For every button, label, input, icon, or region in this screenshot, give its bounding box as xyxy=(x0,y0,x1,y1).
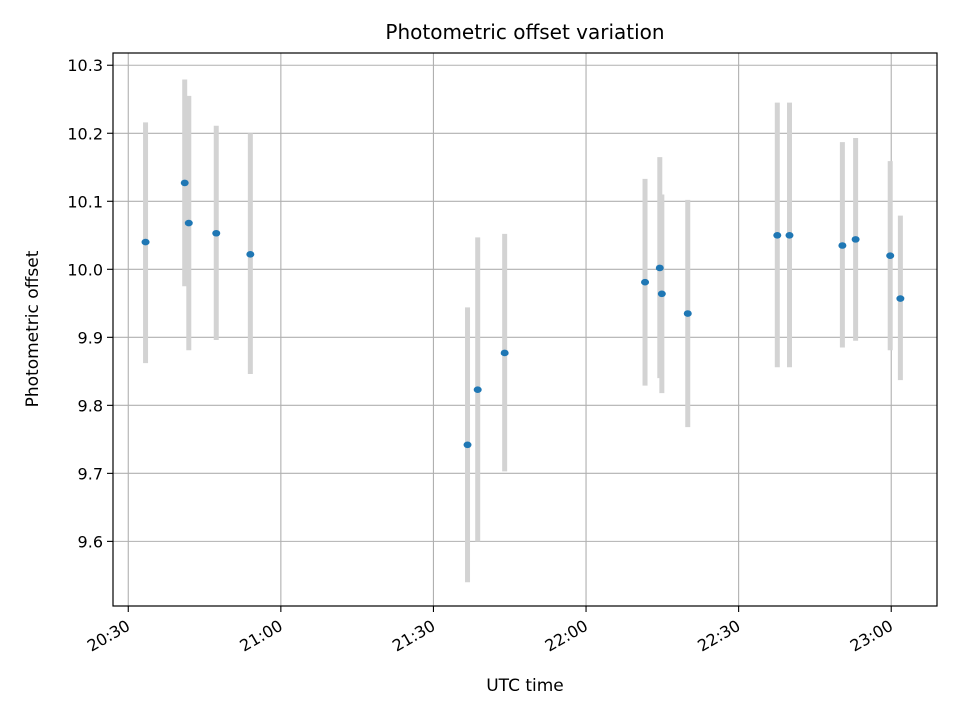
data-point xyxy=(657,290,666,298)
y-tick-label: 9.9 xyxy=(78,328,103,347)
data-point xyxy=(851,236,860,243)
data-point xyxy=(896,295,905,302)
data-point xyxy=(212,229,221,237)
data-point xyxy=(246,251,255,258)
data-point xyxy=(886,252,895,259)
y-tick-label: 9.7 xyxy=(78,464,103,483)
data-point xyxy=(141,238,150,246)
y-tick-label: 10.1 xyxy=(67,192,103,211)
data-points xyxy=(141,179,905,449)
y-tick-label: 10.2 xyxy=(67,124,103,143)
data-point xyxy=(655,264,664,272)
grid xyxy=(113,53,937,606)
data-point xyxy=(180,179,189,187)
y-axis-label: Photometric offset xyxy=(23,250,43,407)
data-point xyxy=(473,386,482,393)
data-point xyxy=(184,219,193,227)
data-point xyxy=(641,278,650,286)
plot-frame xyxy=(112,52,938,607)
data-point xyxy=(683,310,692,317)
data-point xyxy=(785,231,794,239)
y-tick-label: 9.8 xyxy=(78,396,103,415)
y-tick-label: 10.0 xyxy=(67,260,103,279)
y-axis-ticks: 9.6 9.7 9.8 9.9 10.0 10.1 10.2 10.3 xyxy=(67,56,113,551)
x-axis-label: UTC time xyxy=(486,676,564,696)
data-point xyxy=(500,349,509,357)
chart-title: Photometric offset variation xyxy=(385,20,664,44)
data-point xyxy=(773,231,782,239)
y-tick-label: 9.6 xyxy=(78,532,103,551)
y-tick-label: 10.3 xyxy=(67,56,103,75)
data-point xyxy=(838,242,847,249)
data-point xyxy=(463,441,472,449)
